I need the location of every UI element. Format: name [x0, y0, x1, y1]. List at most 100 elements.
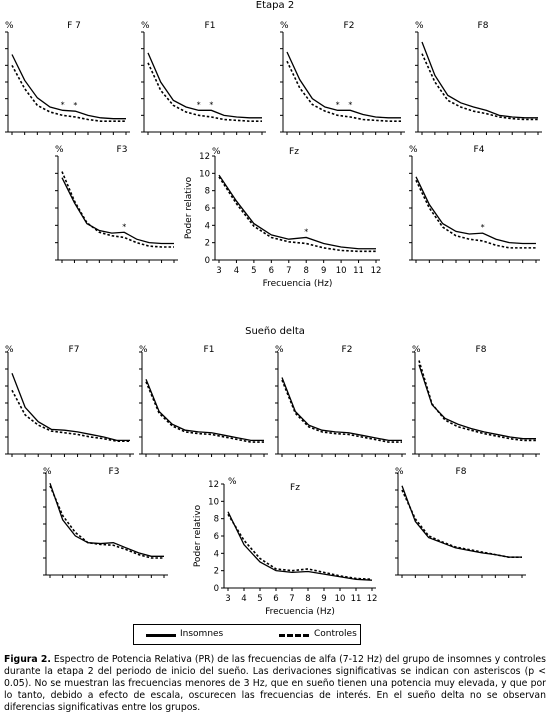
series-insomnes-f2-2	[286, 51, 401, 119]
asterisk-f7-0: *	[73, 101, 77, 110]
percent-label-f1-1: %	[141, 21, 150, 31]
x-tick-label-fz-12: 7	[289, 594, 294, 604]
x-tick-label-fz-12: 10	[335, 594, 346, 604]
percent-label-f8-10: %	[412, 345, 421, 355]
series-controles-f7-7	[11, 389, 130, 443]
x-tick-label-fz-5: 12	[371, 266, 382, 276]
x-tick-label-fz-5: 10	[336, 266, 347, 276]
x-tick-label-fz-12: 5	[257, 594, 262, 604]
legend-insomnes-swatch	[146, 634, 176, 637]
section-title-etapa-2: Etapa 2	[255, 0, 295, 11]
asterisk-f3-4: *	[122, 222, 126, 231]
panel-title-f1-1: F1	[205, 21, 216, 31]
percent-label-f1-8: %	[139, 345, 148, 355]
percent-label-f8-13: %	[395, 467, 404, 477]
legend: Insomnes Controles	[133, 624, 361, 645]
series-insomnes-f3-4	[61, 177, 174, 245]
percent-label-fz-12: %	[228, 477, 237, 487]
y-tick-label-fz-12: 4	[214, 549, 219, 559]
panel-title-f3-11: F3	[109, 467, 120, 477]
y-tick-label-fz-5: 2	[205, 239, 210, 249]
asterisk-f4-6: *	[481, 223, 485, 232]
x-tick-label-fz-12: 11	[351, 594, 362, 604]
x-axis-label-fz-12: Frecuencia (Hz)	[265, 607, 335, 617]
series-controles-f2-9	[281, 379, 402, 443]
y-axis-label-fz-5: Poder relativo	[184, 176, 194, 239]
series-insomnes-f1-8	[145, 378, 264, 442]
y-tick-label-fz-5: 6	[205, 204, 210, 214]
x-tick-label-fz-12: 4	[241, 594, 246, 604]
series-insomnes-f2-9	[281, 377, 402, 442]
series-insomnes-fz-5	[218, 174, 376, 250]
x-tick-label-fz-12: 8	[305, 594, 310, 604]
caption-label: Figura 2.	[4, 654, 51, 665]
asterisk-fz-5: *	[304, 227, 308, 236]
percent-label-f2-2: %	[280, 21, 289, 31]
panel-title-f2-9: F2	[342, 345, 353, 355]
x-tick-label-fz-5: 11	[353, 266, 364, 276]
x-tick-label-fz-12: 3	[225, 594, 230, 604]
series-insomnes-f8-13	[401, 485, 522, 558]
x-axis-label-fz-5: Frecuencia (Hz)	[263, 279, 333, 289]
y-tick-label-fz-5: 0	[205, 256, 210, 266]
caption-text: Espectro de Potencia Relativa (PR) de la…	[4, 654, 546, 713]
y-tick-label-fz-5: 8	[205, 187, 210, 197]
series-insomnes-f7-0	[11, 54, 126, 120]
figure-panels: F 7% * * F1% * * F2% * * F8% F3% * Fz% 0 2 4 6 8 10 12 3 4 5 6 7…	[5, 21, 542, 617]
x-tick-label-fz-5: 7	[286, 266, 291, 276]
series-controles-f2-2	[286, 60, 401, 122]
series-controles-f1-1	[147, 62, 262, 122]
y-tick-label-fz-5: 12	[199, 152, 210, 162]
series-insomnes-fz-12	[227, 511, 373, 581]
panel-title-f3-4: F3	[117, 145, 128, 155]
panel-title-fz-12: Fz	[290, 483, 300, 493]
legend-insomnes-label: Insomnes	[180, 629, 224, 639]
panel-title-f4-6: F4	[474, 145, 485, 155]
percent-label-fz-5: %	[212, 147, 221, 157]
panel-title-f8-13: F8	[456, 467, 467, 477]
panel-title-f7-7: F7	[69, 345, 80, 355]
series-insomnes-f4-6	[415, 176, 536, 245]
asterisk-f2-2: *	[336, 100, 340, 109]
series-insomnes-f8-3	[421, 41, 538, 119]
panel-title-fz-5: Fz	[289, 147, 299, 157]
y-tick-label-fz-12: 6	[214, 532, 219, 542]
percent-label-f7-0: %	[5, 21, 14, 31]
series-controles-f8-3	[421, 53, 538, 121]
y-tick-label-fz-12: 8	[214, 515, 219, 525]
x-tick-label-fz-5: 3	[216, 266, 221, 276]
x-tick-label-fz-5: 5	[251, 266, 256, 276]
series-controles-fz-12	[227, 513, 373, 581]
panel-title-f2-2: F2	[344, 21, 355, 31]
percent-label-f7-7: %	[5, 345, 14, 355]
series-controles-f8-10	[418, 360, 536, 442]
series-controles-f7-0	[11, 64, 126, 122]
x-tick-label-fz-5: 9	[321, 266, 326, 276]
percent-label-f2-9: %	[275, 345, 284, 355]
panel-title-f8-10: F8	[476, 345, 487, 355]
series-insomnes-f8-10	[418, 364, 536, 440]
series-controles-f8-13	[401, 489, 522, 558]
panel-title-f7-0: F 7	[67, 21, 81, 31]
y-tick-label-fz-5: 10	[199, 169, 210, 179]
asterisk-f1-1: *	[197, 100, 201, 109]
asterisk-f7-0: *	[61, 100, 65, 109]
series-controles-f4-6	[415, 179, 536, 249]
x-tick-label-fz-12: 12	[367, 594, 378, 604]
x-tick-label-fz-5: 8	[304, 266, 309, 276]
x-tick-label-fz-12: 6	[273, 594, 278, 604]
section-title-sueno-delta: Sueño delta	[245, 326, 305, 337]
legend-controles-label: Controles	[314, 629, 357, 639]
y-tick-label-fz-12: 2	[214, 567, 219, 577]
percent-label-f8-3: %	[415, 21, 424, 31]
percent-label-f3-11: %	[43, 467, 52, 477]
percent-label-f3-4: %	[55, 145, 64, 155]
series-insomnes-f7-7	[11, 373, 130, 442]
x-tick-label-fz-12: 9	[321, 594, 326, 604]
percent-label-f4-6: %	[409, 145, 418, 155]
legend-controles-swatch	[279, 634, 309, 637]
y-tick-label-fz-12: 0	[214, 584, 219, 594]
x-tick-label-fz-5: 6	[269, 266, 274, 276]
series-controles-f3-4	[61, 171, 174, 248]
series-insomnes-f1-1	[147, 52, 262, 119]
